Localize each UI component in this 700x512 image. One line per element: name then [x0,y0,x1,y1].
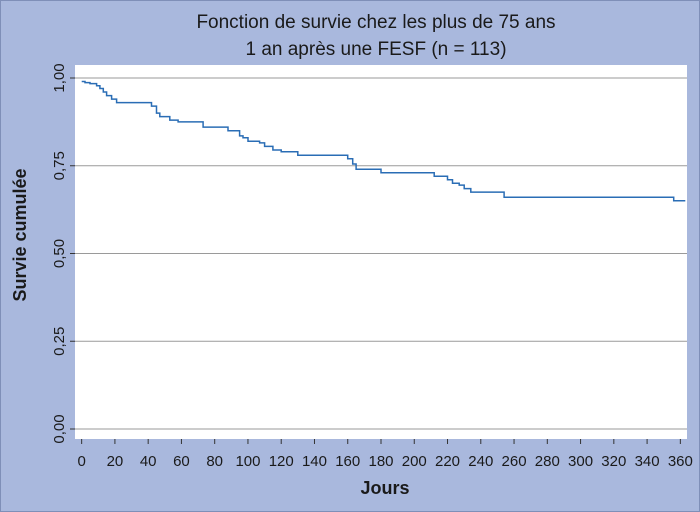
x-tick-label: 260 [502,453,527,470]
y-axis-ticks: 0,00 0,25 0,50 0,75 1,00 [51,63,75,444]
survival-curve-0 [81,80,686,202]
x-tick-label: 360 [668,453,693,470]
y-tick-label: 0,50 [51,239,68,268]
x-tick-label: 220 [435,453,460,470]
y-tick-label: 0,25 [51,327,68,356]
x-tick-label: 180 [368,453,393,470]
y-tick-label: 0,75 [51,151,68,180]
x-tick-label: 160 [335,453,360,470]
chart-title-line-2: 1 an après une FESF (n = 113) [245,39,506,60]
survival-series [81,80,686,202]
x-tick-label: 60 [173,453,190,470]
chart-title-line-1: Fonction de survie chez les plus de 75 a… [196,12,555,33]
x-tick-label: 240 [468,453,493,470]
x-tick-label: 0 [77,453,85,470]
y-tick-label: 1,00 [51,63,68,92]
x-tick-label: 20 [107,453,124,470]
x-axis-label: Jours [360,478,409,498]
x-tick-label: 320 [601,453,626,470]
x-tick-label: 120 [269,453,294,470]
x-tick-label: 40 [140,453,157,470]
x-tick-label: 340 [635,453,660,470]
x-tick-label: 280 [535,453,560,470]
x-axis-ticks: 0 20 40 60 80 100 120 140 160 180 200 220 240 260 280 3… [77,439,693,470]
plot-area [75,65,687,439]
y-axis-label: Survie cumulée [10,168,30,301]
x-tick-label: 80 [206,453,223,470]
x-tick-label: 140 [302,453,327,470]
x-tick-label: 100 [235,453,260,470]
grid-lines [75,77,687,430]
x-tick-label: 200 [402,453,427,470]
y-tick-label: 0,00 [51,414,68,443]
x-tick-label: 300 [568,453,593,470]
